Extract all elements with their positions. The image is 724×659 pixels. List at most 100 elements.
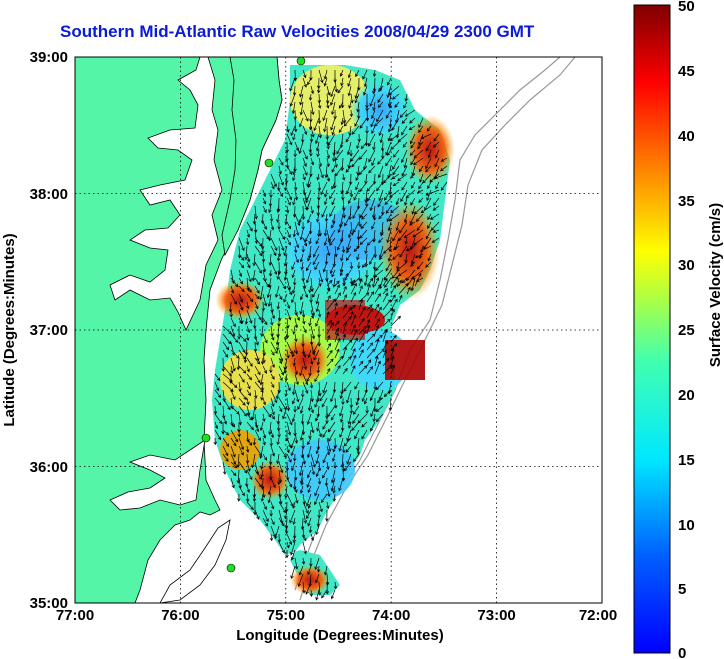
velocity-arrow xyxy=(260,325,264,338)
velocity-arrow xyxy=(322,381,328,394)
velocity-arrow xyxy=(350,282,357,295)
velocity-arrow xyxy=(358,298,364,311)
colorbar-tick: 15 xyxy=(678,452,695,469)
velocity-arrow xyxy=(262,197,267,205)
velocity-arrow xyxy=(364,253,368,268)
velocity-arrow xyxy=(342,304,347,311)
velocity-arrow xyxy=(276,213,280,223)
velocity-arrow xyxy=(325,93,330,104)
velocity-arrow xyxy=(366,304,373,311)
velocity-arrow xyxy=(350,324,356,335)
velocity-arrow xyxy=(246,333,250,341)
velocity-arrow xyxy=(372,69,377,78)
velocity-arrow xyxy=(334,320,340,327)
velocity-arrow xyxy=(366,333,376,343)
velocity-arrow xyxy=(318,157,323,168)
velocity-arrow xyxy=(388,237,392,253)
velocity-arrow xyxy=(309,133,314,143)
velocity-arrow xyxy=(238,437,244,451)
velocity-arrow xyxy=(355,69,360,78)
velocity-arrow xyxy=(277,477,281,486)
velocity-arrow xyxy=(299,253,304,263)
velocity-arrow xyxy=(352,405,360,415)
velocity-arrow xyxy=(382,328,388,343)
velocity-arrow xyxy=(358,149,368,160)
velocity-arrow xyxy=(308,285,312,294)
velocity-arrow xyxy=(317,109,322,125)
velocity-arrow xyxy=(383,389,392,398)
velocity-arrow xyxy=(423,237,432,250)
velocity-arrow xyxy=(277,181,281,192)
velocity-arrow xyxy=(334,337,341,351)
velocity-arrow xyxy=(433,133,440,142)
station-marker xyxy=(296,57,306,66)
velocity-arrow xyxy=(341,245,346,254)
velocity-arrow xyxy=(262,205,267,214)
velocity-arrow xyxy=(290,445,296,457)
velocity-arrow xyxy=(329,189,336,200)
velocity-arrow xyxy=(301,245,305,253)
velocity-arrow xyxy=(368,133,376,147)
velocity-arrow xyxy=(254,285,260,294)
velocity-arrow xyxy=(254,245,263,257)
velocity-arrow xyxy=(354,429,360,440)
velocity-arrow xyxy=(373,381,377,391)
velocity-arrow xyxy=(347,229,352,239)
velocity-arrow xyxy=(260,213,265,225)
velocity-arrow xyxy=(330,389,336,403)
velocity-arrow xyxy=(323,221,328,237)
velocity-arrow xyxy=(230,445,236,458)
velocity-arrow xyxy=(238,261,245,269)
velocity-arrow xyxy=(384,197,392,206)
velocity-arrow xyxy=(429,213,440,220)
velocity-arrow xyxy=(339,429,344,438)
velocity-arrow xyxy=(366,318,371,327)
station-marker xyxy=(201,433,211,443)
velocity-arrow xyxy=(406,286,411,295)
velocity-arrow xyxy=(347,85,352,97)
velocity-arrow xyxy=(355,173,360,181)
velocity-arrow xyxy=(270,397,275,408)
velocity-arrow xyxy=(270,237,278,252)
velocity-arrow xyxy=(345,133,352,143)
velocity-arrow xyxy=(222,453,229,462)
velocity-arrow xyxy=(309,589,314,598)
velocity-arrow xyxy=(252,493,257,503)
velocity-arrow xyxy=(270,173,277,188)
velocity-arrow xyxy=(259,373,264,386)
velocity-arrow xyxy=(230,421,236,428)
velocity-arrow xyxy=(270,341,278,355)
velocity-arrow xyxy=(276,421,281,432)
velocity-arrow xyxy=(293,405,297,413)
velocity-arrow xyxy=(312,253,320,266)
velocity-arrow xyxy=(342,321,348,335)
velocity-arrow xyxy=(334,157,338,168)
velocity-arrow xyxy=(238,293,244,303)
velocity-arrow xyxy=(286,165,293,175)
velocity-arrow xyxy=(418,181,424,190)
velocity-arrow xyxy=(361,389,368,402)
velocity-arrow xyxy=(349,189,354,198)
velocity-arrow xyxy=(306,509,312,520)
velocity-arrow xyxy=(260,357,265,366)
velocity-arrow xyxy=(314,397,320,408)
velocity-arrow xyxy=(420,133,432,140)
velocity-arrow xyxy=(268,269,273,277)
velocity-arrow xyxy=(403,229,416,239)
velocity-arrow xyxy=(292,381,296,396)
velocity-arrow xyxy=(414,205,424,215)
velocity-arrow xyxy=(358,365,368,375)
velocity-arrow xyxy=(358,278,363,287)
velocity-arrow xyxy=(308,93,313,101)
velocity-arrow xyxy=(306,213,312,224)
velocity-arrow xyxy=(302,77,307,88)
velocity-arrow xyxy=(228,301,233,313)
velocity-arrow xyxy=(294,221,300,237)
velocity-arrow xyxy=(350,348,356,359)
velocity-arrow xyxy=(354,85,360,99)
velocity-arrow xyxy=(269,509,273,517)
velocity-arrow xyxy=(317,333,321,347)
velocity-arrow xyxy=(306,197,312,211)
velocity-arrow xyxy=(390,275,399,287)
velocity-arrow xyxy=(230,365,234,374)
